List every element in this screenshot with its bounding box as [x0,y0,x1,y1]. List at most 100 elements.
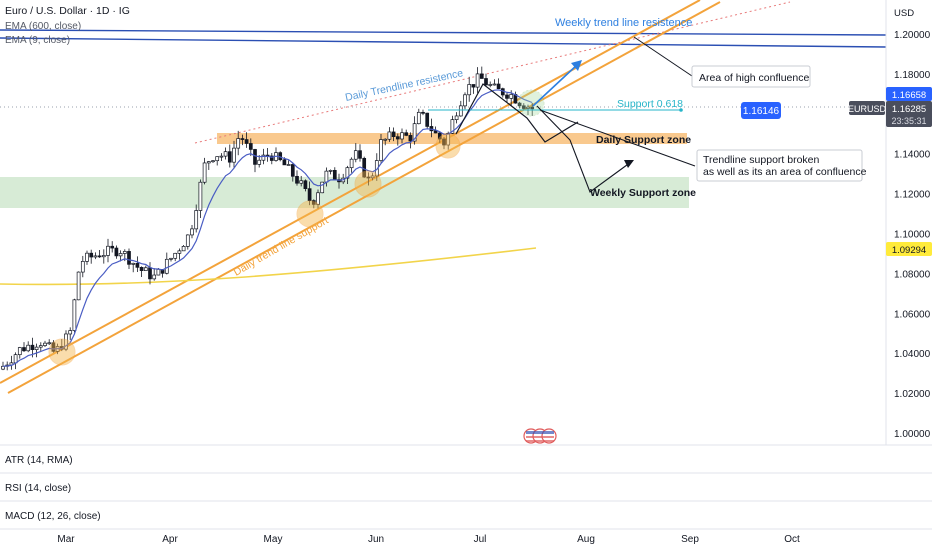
confluence-circle [354,170,382,198]
candle-body [383,138,388,141]
candle-body [463,94,467,107]
candle-body [307,188,312,201]
candle-body [101,255,106,258]
weekly-support-zone-label: Weekly Support zone [590,187,696,199]
support-618-price-text: 1.16146 [743,106,780,117]
daily-support-zone-label: Daily Support zone [596,134,691,146]
time-axis[interactable]: Mar Apr May Jun Jul Aug Sep Oct [57,534,800,545]
candle-body [488,84,493,86]
candle-body [240,138,245,140]
price-tick-label: 1.20000 [894,30,931,41]
economic-events-icon[interactable] [523,428,557,444]
confluence-circle-green [517,89,545,117]
candle-body [366,176,371,179]
candle-body [492,83,497,86]
ema9-line [2,89,533,367]
candle-body [299,180,304,184]
last-price-badge [886,87,932,101]
candle-body [442,138,446,146]
symbol-badge [849,101,885,115]
candle-body [17,347,22,356]
candle-body [244,139,249,144]
candle-body [22,347,26,352]
candle-body [190,228,194,236]
bullish-arrow-head [571,60,582,71]
candle-body [412,123,417,142]
leader-line-broken [539,109,696,167]
rsi-pane-label[interactable]: RSI (14, close) [5,483,71,494]
candle-body [509,94,514,99]
candle-body [345,167,350,179]
candle-body [47,342,52,345]
broken-callout-line1: Trendline support broken [703,154,820,166]
candle-body [324,170,329,183]
price-tick-label: 1.06000 [894,309,931,320]
confluence-circle [48,338,76,366]
candle-body [206,161,211,164]
chart-title: Euro / U.S. Dollar · 1D · IG [5,5,130,17]
support-618-dot [679,108,683,112]
candle-body [106,245,110,256]
indicator-ema9-label[interactable]: EMA (9, close) [5,35,70,46]
candle-body [458,105,463,117]
candle-body [169,257,173,260]
indicator-ema600-label[interactable]: EMA (600, close) [5,21,81,32]
price-tick-label: 1.08000 [894,269,931,280]
candle-body [51,342,56,352]
candle-body [349,158,354,169]
candle-body [232,147,236,163]
candle-body [194,210,199,230]
candle-body [97,255,102,258]
candle-body [400,132,404,140]
candle-body [408,135,413,142]
current-price-badge [886,101,932,127]
candle-body [269,155,274,161]
candle-body [353,150,358,160]
candle-body [282,159,287,166]
candle-body [433,130,438,134]
time-tick-label: Oct [784,534,800,545]
daily-support-zone [217,133,687,144]
candle-body [496,83,501,89]
candle-body [253,149,257,165]
candle-body [148,267,152,280]
candle-body [30,344,35,350]
candle-body [450,119,455,134]
candle-body [391,131,396,137]
candle-body [72,299,77,331]
macd-pane-label[interactable]: MACD (12, 26, close) [5,511,101,522]
candle-body [13,354,18,364]
candle-body [93,255,98,258]
candle-body [89,252,94,258]
weekly-trendline-lower [0,37,887,48]
candle-body [181,246,186,252]
candle-body [152,274,157,280]
candle-body [437,132,442,140]
bullish-arrow-line [532,63,579,107]
candle-body [131,262,136,265]
current-price-text: 1.16285 [892,104,926,115]
support-618-price-badge [741,102,781,119]
projection-path [455,83,579,143]
currency-label: USD [894,8,914,19]
atr-pane-label[interactable]: ATR (14, RMA) [5,455,73,466]
price-tick-label: 1.10000 [894,230,931,241]
candle-body [358,150,362,159]
candle-body [454,115,459,121]
bearish-arrow-head [624,160,634,168]
candle-body [38,345,43,348]
candle-body [118,253,123,257]
candle-body [114,247,119,257]
candle-body [286,164,291,166]
candle-body [379,139,383,161]
price-tick-label: 1.00000 [894,429,931,440]
candle-body [421,111,425,114]
daily-trendline-resistance [194,1,791,144]
candle-body [122,251,127,254]
bearish-path [536,105,632,193]
candle-body [185,234,190,247]
candle-body [290,164,295,177]
time-tick-label: Jun [368,534,384,545]
price-tick-label: 1.02000 [894,389,931,400]
